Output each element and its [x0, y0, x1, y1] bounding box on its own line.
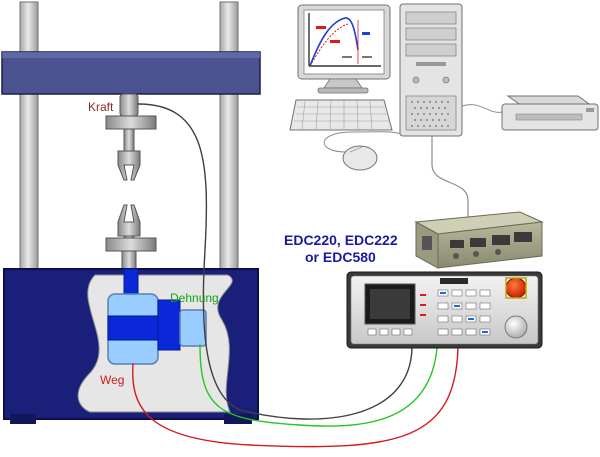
- cables: [132, 103, 503, 448]
- controller-model-line1: EDC220, EDC222: [284, 232, 398, 248]
- printer-icon: [501, 95, 599, 131]
- emergency-stop-icon: [505, 277, 527, 299]
- printer-cable: [461, 104, 503, 113]
- displacement-cable: [132, 347, 459, 448]
- keyboard-icon: [289, 99, 393, 131]
- pc-cable: [431, 135, 469, 225]
- kraft-label: Kraft: [88, 100, 114, 114]
- controller-model-line2: or EDC580: [305, 249, 376, 265]
- right-column: [219, 1, 239, 275]
- controller-panel-icon: [346, 271, 543, 349]
- load-cell: [119, 93, 139, 117]
- pc-tower-icon: [399, 3, 463, 137]
- left-column: [19, 1, 39, 275]
- knob-icon: [504, 315, 528, 339]
- mouse-cable: [323, 131, 406, 153]
- strain-cable: [199, 344, 438, 427]
- displacement-transducer: [179, 309, 207, 347]
- weg-label: Weg: [100, 373, 124, 387]
- crosshead: [1, 51, 261, 95]
- lower-grip-jaws: [117, 204, 141, 237]
- dehnung-label: Dehnung: [170, 291, 219, 305]
- upper-grip-jaws: [117, 150, 141, 181]
- monitor-icon: [297, 4, 391, 94]
- testing-machine: [1, 1, 261, 424]
- mouse-icon: [342, 145, 378, 171]
- controller-module-icon: [414, 211, 544, 269]
- force-cable: [137, 103, 413, 420]
